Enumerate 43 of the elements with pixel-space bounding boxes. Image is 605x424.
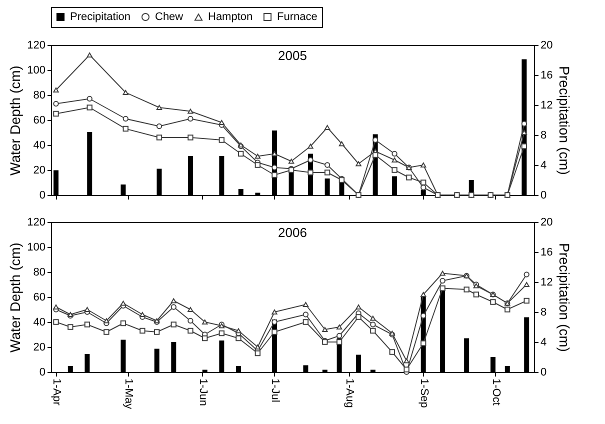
y2-tick-label: 16 — [540, 70, 553, 82]
y2-tick-label: 20 — [540, 216, 553, 228]
x-tick-label: 1-Jun — [196, 378, 209, 406]
x-tick-label: 1-Jul — [268, 378, 281, 402]
legend-label: Hampton — [208, 11, 253, 24]
y-tick-label: 0 — [39, 190, 46, 202]
y2-tick-label: 4 — [540, 336, 547, 348]
y-tick-label: 120 — [27, 40, 46, 52]
y2-tick-label: 16 — [540, 246, 553, 258]
y-tick-label: 20 — [33, 342, 46, 354]
x-tick-label: 1-Sep — [418, 378, 430, 408]
y2-tick-label: 4 — [540, 160, 547, 172]
y-tick-label: 80 — [33, 266, 46, 278]
y2-axis-title: Precipitation (cm) — [556, 66, 573, 175]
y-tick-label: 40 — [33, 316, 46, 328]
y2-tick-label: 12 — [540, 100, 553, 112]
y2-tick-label: 8 — [540, 130, 547, 142]
y2-tick-label: 12 — [540, 276, 553, 288]
y2-tick-label: 0 — [540, 366, 547, 378]
x-tick-label: 1-Apr — [50, 378, 62, 406]
y-tick-label: 20 — [33, 164, 46, 176]
y-tick-label: 100 — [27, 242, 46, 254]
x-tick-label: 1-Aug — [343, 378, 356, 408]
x-tick-label: 1-May — [122, 378, 135, 410]
y2-tick-label: 8 — [540, 306, 547, 318]
x-tick-label: 1-Oct — [490, 378, 502, 406]
y-tick-label: 60 — [33, 114, 46, 126]
y2-tick-label: 20 — [540, 40, 553, 52]
y2-axis-title: Precipitation (cm) — [556, 243, 573, 352]
y-tick-label: 120 — [27, 216, 46, 228]
y-tick-label: 0 — [39, 366, 46, 378]
y-tick-label: 60 — [33, 292, 46, 304]
y2-tick-label: 0 — [540, 190, 547, 202]
y-tick-label: 80 — [33, 90, 46, 102]
legend-label: Precipitation — [70, 10, 131, 23]
y-axis-title: Water Depth (cm) — [7, 242, 24, 352]
y-axis-title: Water Depth (cm) — [7, 66, 24, 176]
chart-title: 2006 — [278, 225, 307, 240]
y-tick-label: 40 — [33, 140, 46, 152]
legend-label: Chew — [155, 10, 184, 23]
legend-label: Furnace — [277, 10, 318, 23]
chart-title: 2005 — [278, 48, 307, 63]
y-tick-label: 100 — [27, 64, 46, 76]
